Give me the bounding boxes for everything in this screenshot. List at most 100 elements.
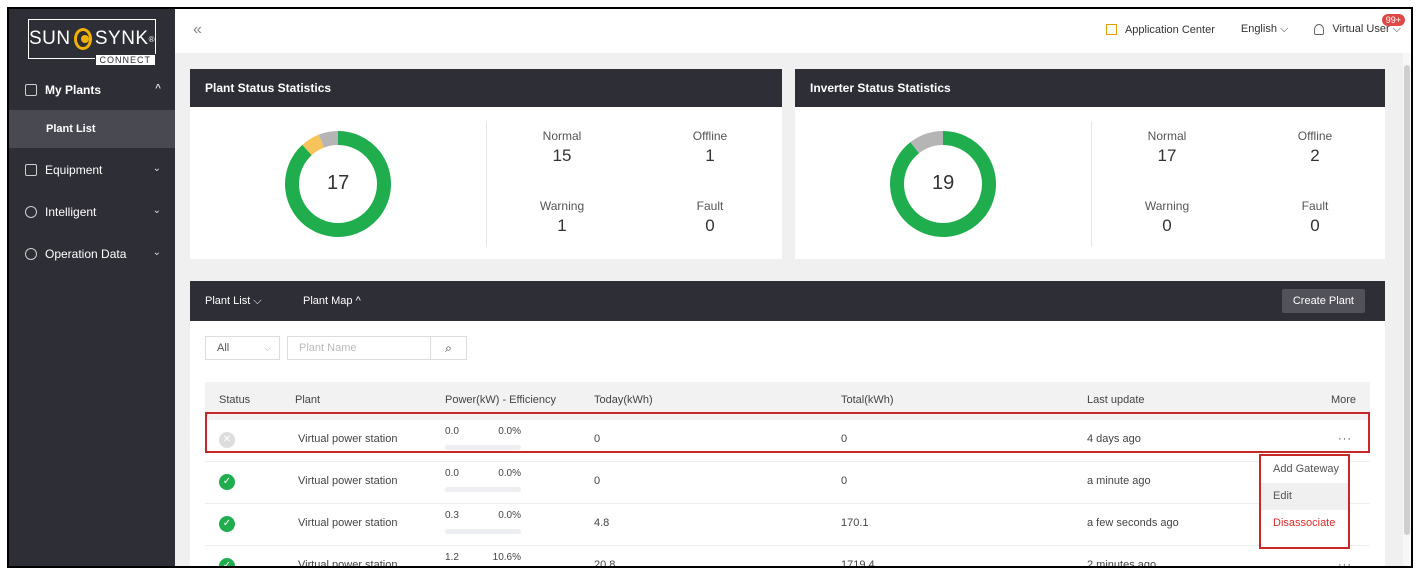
notification-badge: 99+ [1381, 14, 1405, 26]
menu-item-disassociate[interactable]: Disassociate [1273, 517, 1336, 529]
more-actions-icon[interactable]: ··· [1338, 433, 1352, 445]
status-filter-select[interactable]: All ⌵ [205, 336, 280, 360]
application-center-link[interactable]: Application Center [1105, 23, 1215, 36]
chevron-down-icon: ⌄ [152, 205, 161, 216]
app-window: SUN SYNK ® CONNECT My Plants ^ Plant Lis… [7, 7, 1413, 568]
plant-list-header: Plant List ⌵ Plant Map ^ Create Plant [190, 281, 1385, 321]
sidebar-item-plant-list[interactable]: Plant List [9, 110, 175, 148]
inverter-status-donut [890, 131, 996, 237]
menu-item-edit[interactable]: Edit [1261, 483, 1348, 510]
plant-status-donut [285, 131, 391, 237]
tab-plant-list[interactable]: Plant List ⌵ [205, 295, 262, 307]
efficiency-bar [445, 487, 521, 492]
power-value: 0.0 [445, 468, 459, 479]
chevron-up-icon: ^ [155, 83, 161, 94]
last-update-cell: 2 minutes ago [1087, 559, 1157, 568]
plant-warning-stat: Warning 1 [522, 199, 602, 236]
col-plant: Plant [295, 394, 321, 406]
stat-label: Offline [1297, 129, 1333, 143]
plant-fault-stat: Fault 0 [670, 199, 750, 236]
divider [486, 121, 487, 247]
topbar-actions: Application Center English ⌵ Virtual Use… [1080, 14, 1405, 36]
tab-plant-map[interactable]: Plant Map ^ [303, 295, 361, 307]
offline-status-icon: ✕ [219, 432, 235, 448]
plant-offline-stat: Offline 1 [670, 129, 750, 166]
stat-value: 0 [1162, 216, 1172, 235]
sidebar-item-intelligent[interactable]: Intelligent ⌄ [9, 192, 175, 232]
col-last-update: Last update [1087, 394, 1145, 406]
total-cell: 170.1 [841, 517, 869, 529]
inverter-fault-stat: Fault 0 [1275, 199, 1355, 236]
efficiency-bar [445, 445, 521, 450]
col-power: Power(kW) - Efficiency [445, 394, 557, 406]
power-value: 0.0 [445, 426, 459, 437]
sidebar-item-label: My Plants [45, 83, 102, 97]
sun-icon [73, 28, 92, 50]
vertical-scrollbar[interactable] [1403, 53, 1411, 566]
more-actions-icon[interactable]: ··· [1338, 559, 1352, 568]
divider [1091, 121, 1092, 247]
stat-value: 0 [1310, 216, 1320, 235]
sidebar-item-equipment[interactable]: Equipment ⌄ [9, 150, 175, 190]
bulb-icon [25, 206, 37, 218]
col-total: Total(kWh) [841, 394, 894, 406]
chevron-down-icon: ⌄ [152, 247, 161, 258]
today-cell: 4.8 [594, 517, 610, 529]
efficiency-value: 0.0% [498, 468, 521, 479]
application-center-label: Application Center [1124, 23, 1215, 36]
stat-value: 1 [557, 216, 567, 235]
search-icon: ⌕ [445, 341, 452, 355]
brand-sub: CONNECT [94, 54, 156, 66]
stat-value: 2 [1310, 146, 1320, 165]
plant-name-input[interactable]: Plant Name [287, 336, 431, 360]
plant-name-cell[interactable]: Virtual power station [298, 517, 398, 529]
stat-label: Fault [696, 199, 724, 213]
inverter-normal-stat: Normal 17 [1127, 129, 1207, 166]
power-value: 0.3 [445, 510, 459, 521]
last-update-cell: a minute ago [1087, 475, 1151, 487]
scrollbar-thumb[interactable] [1404, 65, 1410, 535]
create-plant-button[interactable]: Create Plant [1281, 289, 1365, 313]
today-cell: 20.8 [594, 559, 616, 568]
plant-status-title: Plant Status Statistics [190, 69, 782, 107]
sidebar-item-label: Equipment [45, 163, 103, 177]
stat-value: 1 [705, 146, 715, 165]
sidebar-item-operation-data[interactable]: Operation Data ⌄ [9, 234, 175, 274]
brand-part1: SUN [29, 28, 71, 49]
highlighted-row-outline [205, 412, 1370, 453]
stat-label: Warning [1144, 199, 1190, 213]
registered-mark: ® [148, 34, 155, 44]
stat-value: 0 [705, 216, 715, 235]
efficiency-value: 10.6% [492, 552, 521, 563]
collapse-sidebar-icon[interactable]: « [193, 21, 202, 38]
total-cell: 0 [841, 433, 848, 445]
inverter-status-panel: Inverter Status Statistics 19 Normal 17 … [795, 69, 1385, 259]
efficiency-bar [445, 529, 521, 534]
user-menu[interactable]: Virtual User ⌵ 99+ [1314, 14, 1405, 36]
logo: SUN SYNK ® CONNECT [9, 9, 175, 69]
table-row[interactable]: ✓ Virtual power station 1.2 10.6% 20.8 1719.4… [205, 546, 1370, 568]
more-actions-menu: Add Gateway Edit Disassociate [1259, 454, 1350, 549]
sidebar-item-my-plants[interactable]: My Plants ^ [9, 70, 175, 110]
sidebar: SUN SYNK ® CONNECT My Plants ^ Plant Lis… [9, 9, 175, 566]
offline-segment [318, 131, 339, 148]
user-name: Virtual User ⌵ [1332, 23, 1401, 35]
plant-name-cell[interactable]: Virtual power station [298, 433, 398, 445]
stat-label: Warning [539, 199, 585, 213]
normal-segment [890, 131, 996, 237]
plant-total: 17 [327, 172, 350, 194]
sidebar-item-label: Operation Data [45, 247, 127, 261]
language-select[interactable]: English ⌵ [1240, 23, 1289, 35]
normal-segment [285, 131, 391, 237]
table-row[interactable]: ✓ Virtual power station 0.0 0.0% 0 0 a minute … [205, 462, 1370, 504]
last-update-cell: a few seconds ago [1087, 517, 1179, 529]
search-button[interactable]: ⌕ [431, 336, 467, 360]
brand-logo: SUN SYNK ® CONNECT [28, 19, 156, 66]
table-row[interactable]: ✓ Virtual power station 0.3 0.0% 4.8 170.1 a f… [205, 504, 1370, 546]
table-row[interactable]: ✕ Virtual power station 0.0 0.0% 0 0 4 days ag… [205, 420, 1370, 462]
plant-name-cell[interactable]: Virtual power station [298, 475, 398, 487]
plant-name-cell[interactable]: Virtual power station [298, 559, 398, 568]
status-filter-value: All [217, 342, 230, 354]
menu-item-add-gateway[interactable]: Add Gateway [1273, 463, 1340, 475]
inverter-offline-stat: Offline 2 [1275, 129, 1355, 166]
